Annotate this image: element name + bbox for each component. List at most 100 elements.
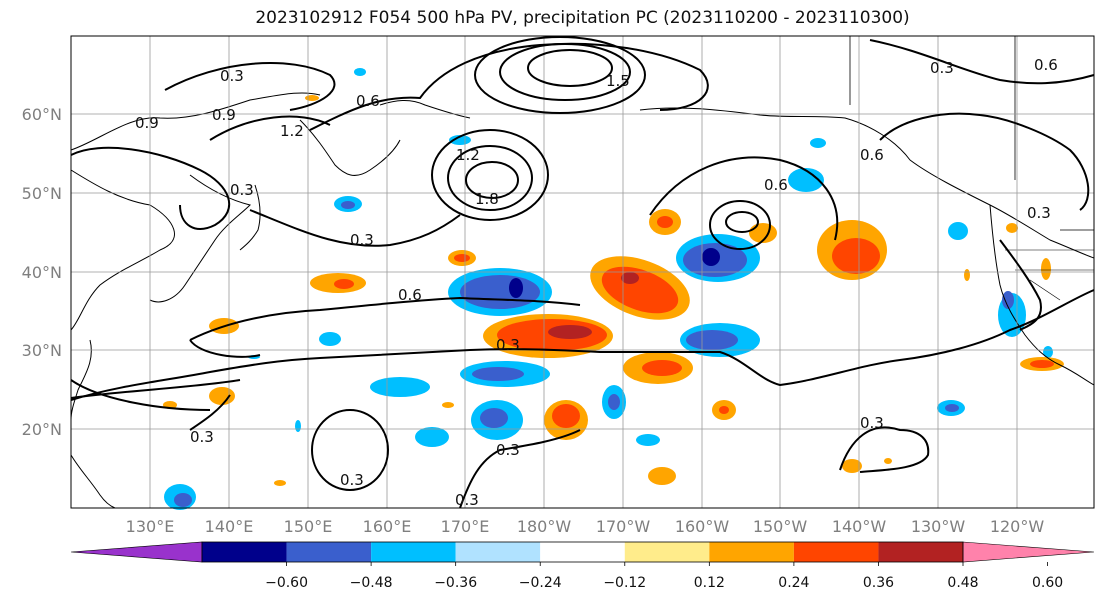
- precip-blob: [354, 68, 366, 76]
- colorbar-tick-label: 0.48: [947, 575, 978, 591]
- pv-contour-1.2b: [447, 145, 533, 211]
- precip-blob: [472, 367, 524, 381]
- precip-blob: [454, 254, 470, 262]
- pv-contour: [869, 39, 1095, 85]
- lat-label: 30°N: [22, 341, 62, 360]
- precip-anomaly-layer: [163, 68, 1064, 510]
- colorbar-tick-label: −0.48: [350, 575, 393, 591]
- contour-label: 0.3: [930, 59, 954, 77]
- colorbar-segment: [878, 542, 963, 562]
- precip-blob: [1043, 346, 1053, 358]
- precip-blob: [415, 427, 449, 447]
- colorbar-segment: [202, 542, 287, 562]
- precip-blob: [274, 480, 286, 486]
- colorbar-tick-label: −0.24: [519, 575, 562, 591]
- lat-label: 50°N: [22, 184, 62, 203]
- contour-label: 0.3: [220, 67, 244, 85]
- contour-label: 0.9: [135, 114, 159, 132]
- pv-contour-1.8: [527, 49, 613, 87]
- colorbar-tick-label: 0.60: [1032, 575, 1063, 591]
- colorbar-tick-label: 0.36: [863, 575, 894, 591]
- coastline-china: [70, 339, 92, 421]
- precip-blob: [341, 201, 355, 209]
- pv-contour-0.9: [431, 129, 549, 221]
- contour-label: 0.3: [1027, 204, 1051, 222]
- precip-blob: [636, 434, 660, 446]
- pv-contour: [189, 394, 231, 431]
- pv-contour-0.3: [70, 289, 1095, 401]
- pv-contour-1.5: [499, 43, 631, 101]
- colorbar: [70, 541, 1095, 563]
- precip-blob: [945, 404, 959, 412]
- precip-blob: [548, 325, 592, 339]
- lon-label: 140°W: [832, 517, 887, 536]
- colorbar-extend-max: [962, 541, 1095, 563]
- longitude-labels: 130°E 140°E 150°E 160°E 170°E 180°W 170°W 160°W…: [126, 517, 1045, 536]
- borders: [849, 36, 1094, 231]
- pv-contour: [209, 115, 331, 141]
- contour-label: 0.3: [350, 231, 374, 249]
- contour-labels: 0.3 0.9 1.2 0.9 0.6 0.3 0.3 0.6 0.3 0.3 …: [135, 56, 1058, 509]
- precip-blob: [509, 278, 523, 298]
- precip-blob: [305, 95, 319, 101]
- lon-label: 170°W: [596, 517, 651, 536]
- precip-blob: [1002, 291, 1014, 309]
- coastline-kamchatka-tip: [379, 100, 471, 119]
- pv-contour: [70, 379, 211, 411]
- pv-contour-0.6-north: [309, 42, 709, 131]
- precip-blob: [370, 377, 430, 397]
- coastline-philippines: [70, 454, 116, 509]
- colorbar-segment: [793, 542, 879, 562]
- contour-label: 0.3: [230, 181, 254, 199]
- lon-label: 180°W: [517, 517, 572, 536]
- precip-blob: [788, 168, 824, 192]
- contour-label: 0.3: [455, 491, 479, 509]
- colorbar-tick-labels: −0.60 −0.48 −0.36 −0.24 −0.12 0.12 0.24 0.36 0.4…: [265, 562, 1063, 591]
- pv-contour-0.9-west: [70, 146, 231, 230]
- precip-blob: [964, 269, 970, 281]
- pv-contour: [999, 239, 1042, 331]
- contour-label: 0.6: [860, 146, 884, 164]
- contour-label: 0.3: [496, 441, 520, 459]
- lat-label: 40°N: [22, 263, 62, 282]
- pv-contour: [189, 339, 261, 358]
- pv-contour: [649, 156, 839, 241]
- precip-blob: [334, 279, 354, 289]
- precip-blob: [209, 387, 235, 405]
- lat-label: 20°N: [22, 420, 62, 439]
- colorbar-segment: [709, 542, 794, 562]
- lon-label: 160°E: [363, 517, 412, 536]
- precip-blob: [648, 467, 676, 485]
- precip-blob: [295, 420, 301, 432]
- precip-blob: [832, 238, 880, 274]
- coastline-asia-east: [70, 169, 175, 331]
- colorbar-segment: [624, 542, 710, 562]
- colorbar-segment: [540, 542, 625, 562]
- lon-label: 130°E: [126, 517, 175, 536]
- precip-blob: [460, 275, 540, 309]
- precip-blob: [642, 360, 682, 376]
- state-borders: [1005, 249, 1094, 301]
- pv-contour-0.3-east: [839, 426, 930, 473]
- contour-label: 0.6: [764, 176, 788, 194]
- pv-contour-north-america: [879, 112, 1090, 211]
- coastline-kamchatka: [299, 119, 401, 176]
- contour-label: 0.6: [356, 92, 380, 110]
- precip-blob: [686, 330, 738, 350]
- lon-label: 150°E: [284, 517, 333, 536]
- precip-blob: [601, 266, 679, 314]
- pv-contour-1.2: [474, 36, 646, 114]
- graticule: [71, 36, 1094, 508]
- precip-blob: [608, 394, 620, 410]
- colorbar-extend-min: [70, 541, 203, 563]
- coastline-north-america-west: [989, 204, 1095, 386]
- latitude-labels: 60°N 50°N 40°N 30°N 20°N: [22, 105, 62, 439]
- colorbar-tick-label: 0.24: [778, 575, 809, 591]
- pv-contour: [70, 379, 241, 399]
- precip-blob: [1030, 360, 1054, 368]
- pv-contour-0.3-south: [311, 409, 389, 491]
- contour-label: 0.9: [212, 106, 236, 124]
- coastline-asia-north: [70, 92, 321, 151]
- lon-label: 170°E: [441, 517, 490, 536]
